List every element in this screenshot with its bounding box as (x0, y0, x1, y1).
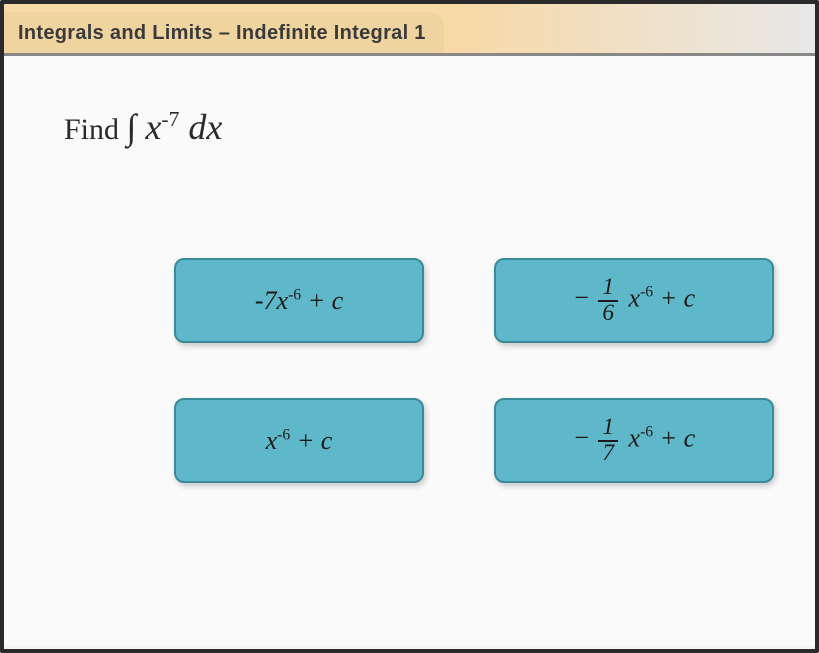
lesson-tab: Integrals and Limits – Indefinite Integr… (4, 12, 444, 53)
option-a-expr: -7x-6 + c (255, 286, 343, 316)
option-d[interactable]: −17 x-6 + c (494, 398, 774, 483)
option-d-expr: −17 x-6 + c (573, 416, 695, 465)
option-a[interactable]: -7x-6 + c (174, 258, 424, 343)
integral-expression: ∫ x-7 dx (127, 107, 223, 147)
option-b[interactable]: −16 x-6 + c (494, 258, 774, 343)
question-prompt: Find ∫ x-7 dx (64, 106, 775, 148)
option-b-expr: −16 x-6 + c (573, 276, 695, 325)
option-c[interactable]: x-6 + c (174, 398, 424, 483)
content-area: Find ∫ x-7 dx -7x-6 + c −16 x-6 + c x-6 … (4, 56, 815, 646)
tab-bar: Integrals and Limits – Indefinite Integr… (4, 4, 815, 56)
lesson-title: Integrals and Limits – Indefinite Integr… (18, 22, 426, 44)
option-c-expr: x-6 + c (266, 426, 333, 456)
options-grid: -7x-6 + c −16 x-6 + c x-6 + c −17 x-6 + … (174, 258, 774, 483)
prompt-prefix: Find (64, 113, 127, 146)
